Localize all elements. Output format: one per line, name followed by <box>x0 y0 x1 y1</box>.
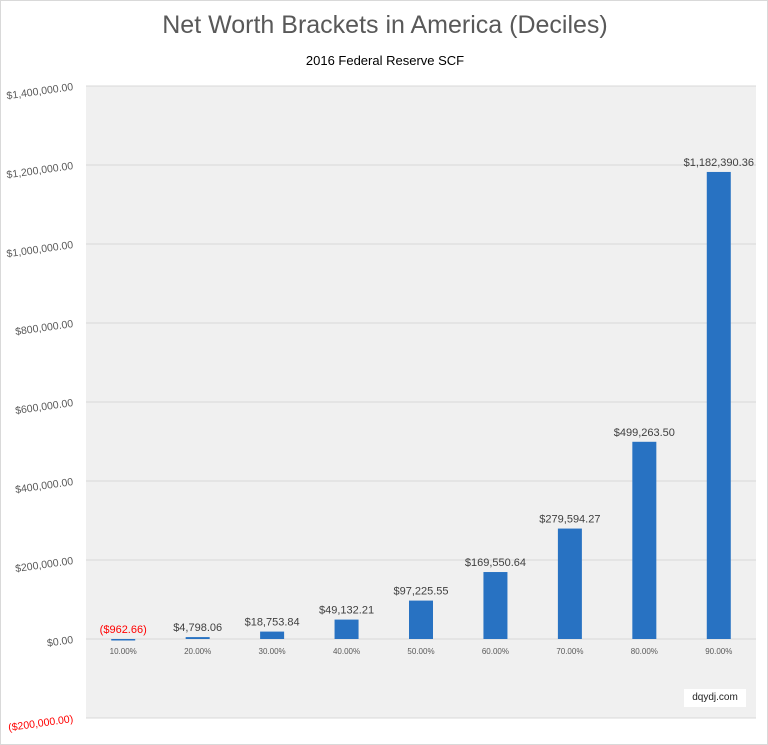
x-tick-label: 20.00% <box>184 647 211 656</box>
y-tick-label: $1,200,000.00 <box>6 160 74 181</box>
bar <box>334 619 359 639</box>
bar <box>260 631 285 639</box>
bar <box>483 572 508 639</box>
bar <box>185 637 210 639</box>
watermark: dqydj.com <box>684 689 746 707</box>
y-tick-label: $400,000.00 <box>14 476 74 496</box>
y-tick-label: $600,000.00 <box>14 397 74 417</box>
bar <box>706 171 731 639</box>
bar <box>409 600 433 639</box>
x-tick-label: 40.00% <box>333 647 360 656</box>
y-tick-label: $800,000.00 <box>14 318 74 338</box>
x-tick-label: 30.00% <box>259 647 286 656</box>
data-label: $169,550.64 <box>465 557 526 569</box>
data-label: $97,225.55 <box>393 586 448 598</box>
y-tick-label: ($200,000.00) <box>8 713 74 734</box>
y-tick-label: $1,000,000.00 <box>6 239 74 260</box>
x-tick-label: 10.00% <box>110 647 137 656</box>
y-tick-label: $0.00 <box>46 634 74 650</box>
x-tick-label: 80.00% <box>631 647 658 656</box>
bar <box>557 528 582 639</box>
data-label: ($962.66) <box>100 624 147 636</box>
chart-title: Net Worth Brackets in America (Deciles) <box>162 11 608 39</box>
y-tick-label: $1,400,000.00 <box>6 81 74 102</box>
bar <box>111 639 136 641</box>
x-tick-label: 60.00% <box>482 647 509 656</box>
data-label: $1,182,390.36 <box>684 157 754 169</box>
data-label: $49,132.21 <box>319 605 374 617</box>
data-label: $499,263.50 <box>614 427 675 439</box>
x-tick-label: 50.00% <box>407 647 434 656</box>
chart-subtitle: 2016 Federal Reserve SCF <box>305 53 465 68</box>
x-tick-label: 70.00% <box>556 647 583 656</box>
data-label: $4,798.06 <box>173 622 222 634</box>
x-tick-label: 90.00% <box>705 647 732 656</box>
bar <box>632 441 657 639</box>
data-label: $279,594.27 <box>539 514 600 526</box>
data-label: $18,753.84 <box>245 617 300 629</box>
y-tick-label: $200,000.00 <box>14 555 74 575</box>
